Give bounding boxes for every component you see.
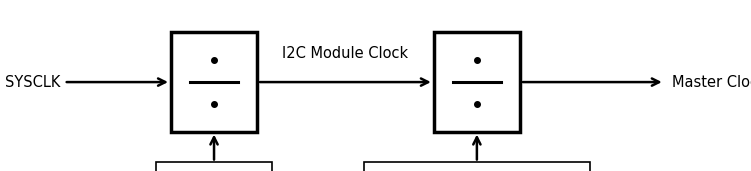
- Bar: [156, 162, 272, 171]
- Bar: [364, 162, 590, 171]
- Text: I2CPSC + 1: I2CPSC + 1: [175, 170, 253, 171]
- Bar: [171, 32, 257, 132]
- Text: Master Clock on SCL pin: Master Clock on SCL pin: [672, 75, 751, 90]
- Text: SYSCLK: SYSCLK: [5, 75, 60, 90]
- Bar: [434, 32, 520, 132]
- Text: (ICCL + d) + (ICCH + d): (ICCL + d) + (ICCH + d): [394, 170, 559, 171]
- Text: I2C Module Clock: I2C Module Clock: [282, 45, 409, 61]
